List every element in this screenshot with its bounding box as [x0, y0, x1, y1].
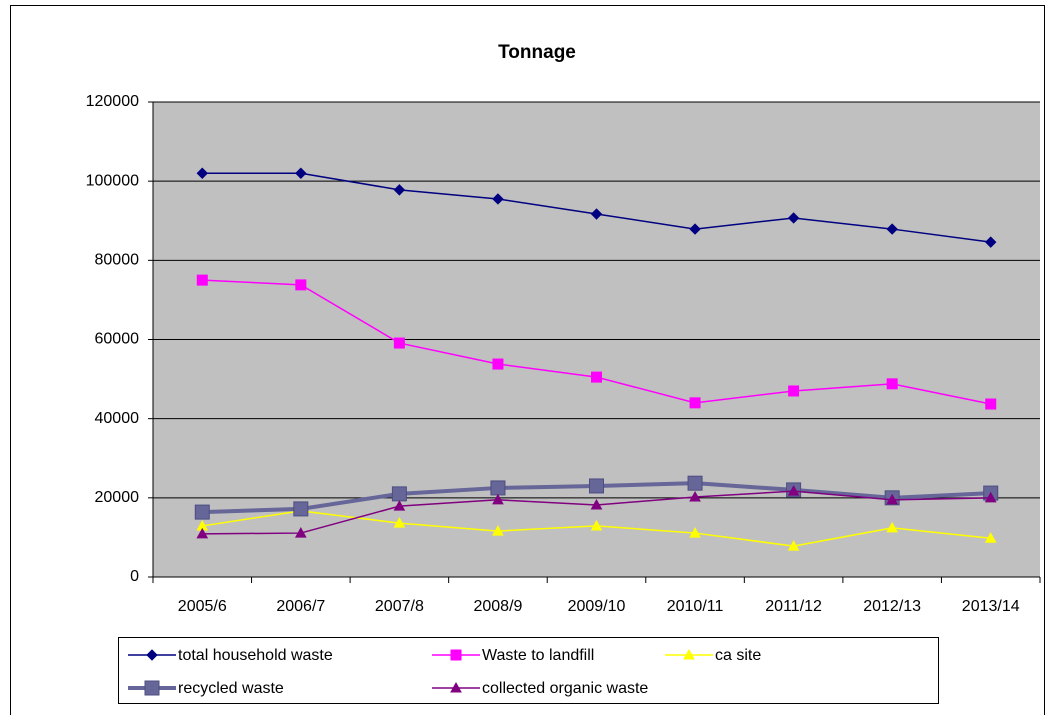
data-point: [492, 493, 504, 505]
data-point: [984, 491, 997, 503]
legend-label: recycled waste: [178, 680, 284, 697]
data-point: [591, 371, 602, 383]
data-point: [687, 475, 703, 491]
data-point: [196, 167, 208, 179]
data-point: [295, 167, 307, 179]
data-point: [393, 184, 406, 196]
legend-label: Waste to landfill: [482, 647, 594, 664]
legend-label: collected organic waste: [482, 680, 648, 697]
data-point: [196, 527, 209, 539]
data-point: [492, 358, 504, 370]
data-point: [589, 478, 604, 494]
y-tick-label: 80000: [95, 252, 140, 269]
data-point: [295, 279, 307, 291]
data-point: [393, 337, 405, 349]
x-tick-label: 2011/12: [765, 598, 822, 615]
y-tick-label: 120000: [86, 93, 139, 110]
y-tick-label: 0: [130, 568, 139, 585]
data-point: [492, 193, 504, 205]
x-tick-label: 2012/13: [863, 598, 921, 615]
legend-label: total household waste: [178, 647, 333, 664]
x-tick-label: 2009/10: [568, 598, 626, 615]
data-point: [886, 521, 899, 533]
y-tick-label: 40000: [95, 410, 140, 427]
data-point: [985, 398, 997, 410]
legend-marker: [146, 649, 158, 661]
chart-title: Tonnage: [498, 42, 576, 63]
x-tick-label: 2006/7: [276, 598, 325, 615]
x-tick-label: 2007/8: [375, 598, 424, 615]
data-point: [788, 385, 800, 397]
y-tick-label: 60000: [95, 331, 140, 348]
x-tick-label: 2008/9: [473, 598, 522, 615]
data-point: [787, 540, 800, 551]
data-point: [590, 519, 603, 531]
data-point: [590, 498, 603, 510]
x-tick-label: 2005/6: [178, 598, 227, 615]
data-point: [689, 397, 701, 409]
data-point: [787, 212, 800, 224]
data-point: [194, 504, 210, 520]
data-point: [886, 493, 899, 505]
data-point: [393, 517, 406, 528]
data-point: [984, 532, 997, 543]
legend-marker: [450, 681, 462, 693]
data-point: [391, 486, 407, 502]
data-point: [294, 527, 307, 538]
data-point: [985, 236, 997, 248]
data-point: [293, 501, 309, 517]
x-tick-label: 2013/14: [962, 598, 1020, 615]
data-point: [787, 485, 800, 496]
legend-label: ca site: [715, 647, 761, 664]
legend-box: [118, 637, 939, 704]
data-point: [590, 208, 603, 220]
data-point: [689, 491, 701, 502]
data-point: [689, 527, 701, 538]
data-point: [490, 480, 506, 496]
legend-marker: [683, 648, 695, 660]
data-point: [492, 525, 504, 536]
legend-marker: [144, 680, 160, 696]
data-point: [689, 223, 701, 235]
legend-marker: [450, 649, 462, 661]
x-tick-label: 2010/11: [667, 598, 724, 615]
data-point: [886, 223, 898, 235]
data-point: [196, 274, 208, 286]
data-point: [393, 500, 406, 511]
y-tick-label: 20000: [95, 489, 140, 506]
data-point: [886, 378, 898, 390]
y-tick-label: 100000: [86, 172, 139, 189]
